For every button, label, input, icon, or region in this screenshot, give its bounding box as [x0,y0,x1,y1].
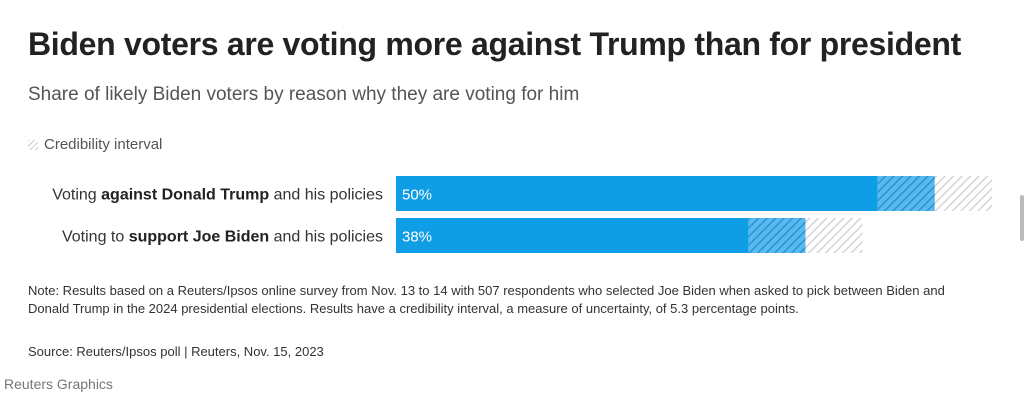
value-label: 50% [402,187,432,204]
bar [396,176,878,211]
chart-title: Biden voters are voting more against Tru… [28,26,961,62]
chart-subtitle: Share of likely Biden voters by reason w… [28,84,580,105]
legend-hatch-swatch [28,139,38,150]
ci-lower-band [748,218,806,253]
ci-upper-band [934,176,992,211]
footnote: Note: Results based on a Reuters/Ipsos o… [28,283,945,316]
category-label: Voting to support Joe Biden and his poli… [62,229,383,246]
credit-line: Reuters Graphics [4,376,113,392]
legend-label: Credibility interval [44,136,163,153]
source-line: Source: Reuters/Ipsos poll | Reuters, No… [28,344,324,359]
ci-upper-band [805,218,863,253]
scrollbar[interactable] [1020,195,1024,241]
bar [396,218,749,253]
value-label: 38% [402,229,432,246]
category-label: Voting against Donald Trump and his poli… [52,187,383,204]
ci-lower-band [877,176,935,211]
legend: Credibility interval [28,136,162,153]
